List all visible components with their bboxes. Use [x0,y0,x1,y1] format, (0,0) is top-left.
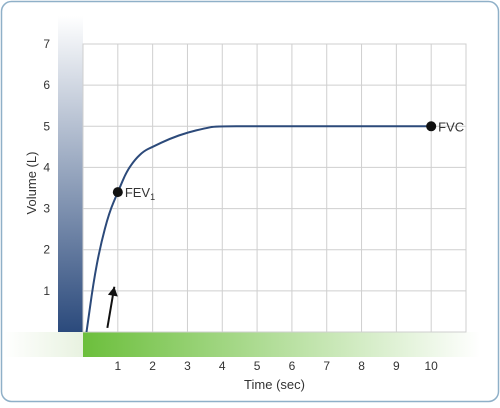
y-tick-label: 1 [43,284,50,298]
x-tick-label: 9 [393,359,400,373]
y-tick-label: 6 [43,78,50,92]
marker-label: FEV1 [125,185,155,202]
y-tick-label: 4 [43,160,50,174]
x-tick-label: 4 [219,359,226,373]
data-point-marker [112,187,123,198]
series-line [85,125,432,333]
x-axis-band-fade [4,332,83,357]
x-tick-label: 8 [358,359,365,373]
data-point-marker [426,121,437,132]
y-tick-label: 7 [43,37,50,51]
y-tick-label: 5 [43,119,50,133]
marker-label: FVC [438,119,464,134]
x-tick-label: 3 [184,359,191,373]
x-tick-label: 5 [254,359,261,373]
x-axis-band [83,332,480,357]
y-tick-label: 3 [43,202,50,216]
plot-area [82,43,467,333]
x-tick-label: 2 [149,359,156,373]
y-axis-label: Volume (L) [24,152,39,215]
arrow-layer [106,286,118,329]
x-tick-label: 1 [114,359,121,373]
grid [82,43,467,333]
series-layer [85,125,432,333]
x-tick-label: 6 [289,359,296,373]
x-tick-label: 10 [425,359,439,373]
y-axis-ticks: 1 2 3 4 5 6 7 [43,37,50,298]
y-tick-label: 2 [43,243,50,257]
x-tick-label: 7 [323,359,330,373]
x-axis-ticks: 1 2 3 4 5 6 7 8 9 10 [114,359,438,373]
arrow-head [107,286,118,297]
marker-layer: FEV1 FVC [112,119,464,202]
y-axis-band [58,16,83,332]
x-axis-label: Time (sec) [244,377,305,392]
